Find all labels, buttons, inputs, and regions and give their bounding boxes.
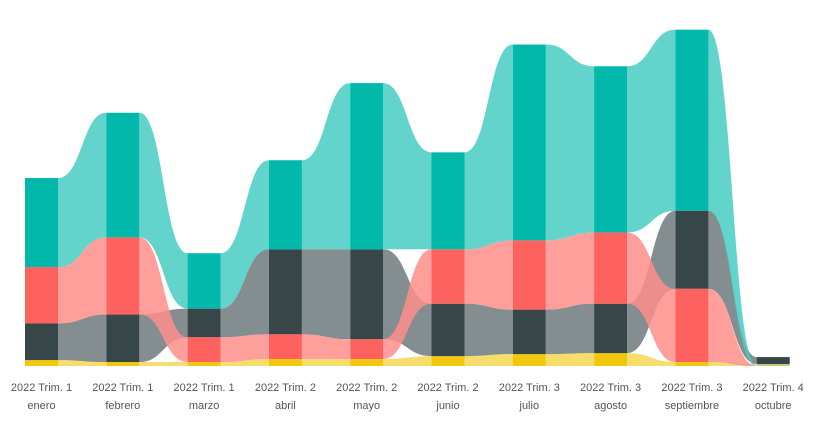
bar-segment-2-2[interactable] [187,308,221,338]
bar-segment-0-4[interactable] [350,359,384,366]
ribbon-3-1[interactable] [139,237,188,363]
x-tick-label-month: abril [275,400,296,412]
ribbon-3-3[interactable] [301,334,351,360]
bar-segment-3-4[interactable] [350,339,384,360]
bar-segment-0-0[interactable] [25,360,58,366]
bar-segment-4-3[interactable] [268,160,302,250]
ribbon-2-3[interactable] [301,249,351,340]
x-tick-label-month: mayo [353,400,380,412]
ribbon-0-6[interactable] [545,353,595,366]
ribbon-4-8[interactable] [708,29,757,366]
ribbon-2-2[interactable] [220,249,269,338]
x-tick-label-month: septiembre [665,400,719,412]
ribbon-2-6[interactable] [545,303,595,355]
ribbon-2-5[interactable] [464,303,513,357]
x-tick-label-period: 2022 Trim. 1 [11,382,72,394]
ribbon-3-8[interactable] [708,288,757,366]
x-tick-label-period: 2022 Trim. 3 [499,382,560,394]
ribbon-3-5[interactable] [464,240,513,310]
bar-segment-0-7[interactable] [594,353,628,366]
ribbon-3-2[interactable] [220,334,269,363]
x-tick-label-period: 2022 Trim. 2 [255,382,316,394]
ribbon-4-7[interactable] [627,29,676,233]
ribbon-4-3[interactable] [301,83,351,250]
bar-segment-3-7[interactable] [594,232,628,304]
ribbon-3-6[interactable] [545,232,595,310]
bar-segment-0-9[interactable] [756,365,790,366]
bar-segment-2-1[interactable] [106,314,140,363]
bar-segment-3-1[interactable] [106,237,140,315]
ribbon-0-7[interactable] [627,353,676,366]
bar-segment-2-4[interactable] [350,249,384,340]
bar-segment-3-0[interactable] [25,267,58,324]
bar-segment-0-1[interactable] [106,362,140,366]
ribbon-4-2[interactable] [220,160,269,309]
ribbon-0-1[interactable] [139,362,188,366]
ribbon-4-0[interactable] [58,112,107,268]
bar-segment-4-0[interactable] [25,178,58,268]
ribbon-4-4[interactable] [383,83,432,250]
bar-segment-4-7[interactable] [594,66,628,233]
bar-segment-2-6[interactable] [512,309,546,355]
ribbon-3-0[interactable] [58,237,107,324]
x-tick-label-month: octubre [755,400,792,412]
bar-segment-3-3[interactable] [268,334,302,360]
ribbon-2-0[interactable] [58,314,107,363]
bar-segment-2-7[interactable] [594,303,628,354]
ribbon-0-0[interactable] [58,360,107,366]
bar-segment-4-2[interactable] [187,253,221,309]
bar-segment-2-0[interactable] [25,323,58,361]
ribbon-0-5[interactable] [464,354,513,366]
bar-segment-2-9[interactable] [756,357,790,365]
x-tick-label-month: junio [435,400,459,412]
x-tick-label-month: febrero [105,400,140,412]
ribbon-3-4[interactable] [383,249,432,360]
x-tick-label-period: 2022 Trim. 4 [743,382,804,394]
bar-segment-3-5[interactable] [431,249,465,304]
bar-segment-3-2[interactable] [187,337,221,363]
x-tick-label-month: julio [519,400,540,412]
ribbon-0-4[interactable] [383,356,432,366]
ribbon-0-2[interactable] [220,359,269,366]
bars-layer [25,29,790,366]
bar-segment-0-6[interactable] [512,354,546,366]
bar-segment-4-4[interactable] [350,83,384,250]
x-tick-label-month: marzo [189,400,220,412]
bar-segment-3-6[interactable] [512,240,546,310]
bar-segment-0-5[interactable] [431,356,465,366]
ribbon-4-1[interactable] [139,112,188,309]
x-tick-label-period: 2022 Trim. 2 [336,382,397,394]
x-tick-label-period: 2022 Trim. 3 [580,382,641,394]
ribbons-layer [58,29,757,366]
bar-segment-0-8[interactable] [675,362,709,366]
bar-segment-4-6[interactable] [512,44,546,241]
bar-segment-2-8[interactable] [675,210,709,289]
bar-segment-2-3[interactable] [268,249,302,335]
x-tick-label-period: 2022 Trim. 2 [417,382,478,394]
bar-segment-0-2[interactable] [187,362,221,366]
bar-segment-1-9[interactable] [756,364,790,366]
bar-segment-4-5[interactable] [431,152,465,250]
bar-segment-2-5[interactable] [431,303,465,357]
bar-segment-3-8[interactable] [675,288,709,363]
x-tick-label-period: 2022 Trim. 1 [174,382,235,394]
x-tick-label-period: 2022 Trim. 1 [92,382,153,394]
x-tick-label-month: enero [27,400,55,412]
bar-segment-0-3[interactable] [268,359,302,366]
bar-segment-4-8[interactable] [675,29,709,211]
x-tick-label-period: 2022 Trim. 3 [661,382,722,394]
bar-segment-4-1[interactable] [106,112,140,238]
x-axis-labels: 2022 Trim. 1 enero 2022 Trim. 1 febrero 2022… [11,382,804,412]
ribbon-4-5[interactable] [464,44,513,250]
ribbon-3-7[interactable] [627,232,676,363]
x-tick-label-month: agosto [594,400,627,412]
ribbon-0-3[interactable] [301,359,351,366]
ribbon-4-6[interactable] [545,44,595,241]
